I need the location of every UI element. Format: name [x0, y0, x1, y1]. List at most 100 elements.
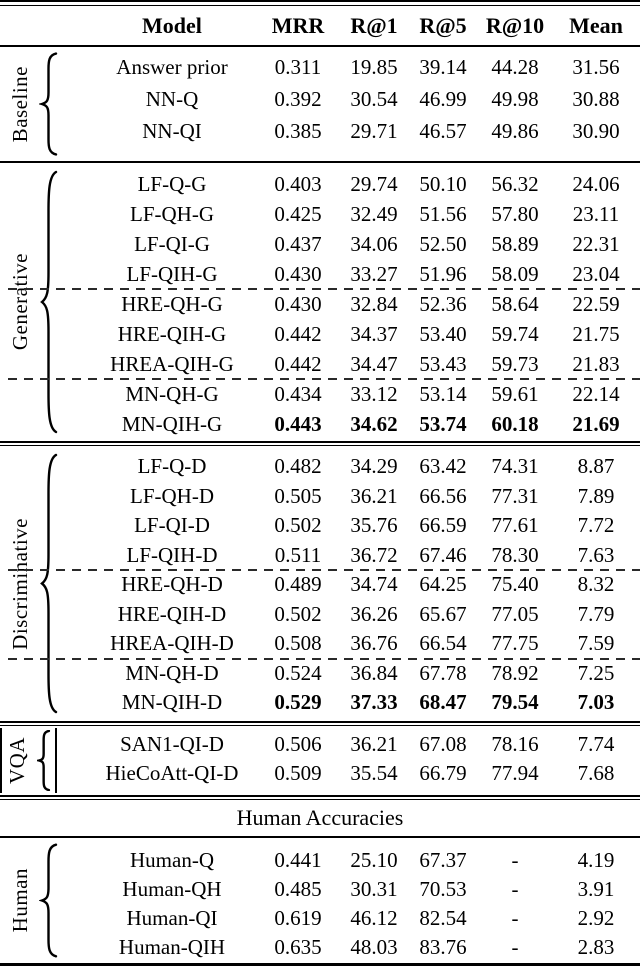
- table-row: LF-QIH-D 0.511 36.72 67.46 78.30 7.63: [0, 541, 640, 571]
- cell-value: 0.403: [274, 171, 322, 196]
- cell-model: NN-QI: [142, 118, 202, 143]
- table-row: HREA-QIH-G 0.442 34.47 53.43 59.73 21.83: [0, 349, 640, 379]
- cell-value: 0.619: [274, 906, 322, 930]
- curly-brace: [39, 168, 59, 436]
- cell-value: 33.27: [350, 261, 398, 286]
- group-vqa: VQA SAN1-QI-D 0.506 36.21 67.08 78.16 7.74 HieC…: [0, 726, 640, 795]
- cell-value: 7.68: [577, 761, 615, 785]
- group-label-text: Discriminative: [7, 517, 32, 650]
- table-row: HRE-QH-G 0.430 32.84 52.36 58.64 22.59: [0, 289, 640, 319]
- cell-value: 7.59: [577, 631, 615, 656]
- cell-value: 35.54: [350, 761, 398, 785]
- curly-brace: [39, 451, 59, 716]
- cell-value: 82.54: [419, 906, 467, 930]
- group-discriminative: Discriminative LF-Q-D 0.482 34.29 63.42 74.31…: [0, 446, 640, 721]
- dashed-line: [8, 569, 640, 571]
- cell-value: 59.74: [491, 321, 539, 346]
- cell-value: 46.12: [350, 906, 398, 930]
- dashed-line: [8, 378, 640, 380]
- cell-value: 46.99: [419, 86, 467, 111]
- cell-model: Human-QI: [126, 906, 218, 930]
- cell-value: 0.425: [274, 201, 322, 226]
- cell-value: 66.59: [419, 513, 467, 538]
- cell-value: 56.32: [491, 171, 539, 196]
- cell-value: 7.74: [577, 732, 615, 756]
- table-row: LF-QH-D 0.505 36.21 66.56 77.31 7.89: [0, 482, 640, 512]
- cell-value: 67.46: [419, 542, 467, 567]
- cell-value: 52.50: [419, 231, 467, 256]
- cell-model: HRE-QH-G: [121, 291, 223, 316]
- cell-value: 36.72: [350, 542, 398, 567]
- column-header-mrr: MRR: [271, 12, 325, 38]
- cell-value: 22.14: [572, 381, 620, 406]
- cell-value: 34.37: [350, 321, 398, 346]
- cell-value: 79.54: [491, 690, 539, 715]
- cell-value: 0.441: [274, 848, 322, 872]
- cell-model: MN-QIH-D: [121, 690, 223, 715]
- table-row: SAN1-QI-D 0.506 36.21 67.08 78.16 7.74: [0, 730, 640, 759]
- table-row: NN-Q 0.392 30.54 46.99 49.98 30.88: [0, 83, 640, 115]
- group-generative: Generative LF-Q-G 0.403 29.74 50.10 56.32 24.0…: [0, 163, 640, 441]
- dashed-line: [8, 288, 640, 290]
- cell-value: 0.524: [274, 660, 322, 685]
- cell-value: 7.79: [577, 601, 615, 626]
- cell-value: 53.40: [419, 321, 467, 346]
- cell-value: 0.430: [274, 291, 322, 316]
- cell-value: 0.437: [274, 231, 322, 256]
- cell-value: 29.71: [350, 118, 398, 143]
- cell-model: LF-QI-G: [134, 231, 210, 256]
- cell-value: 31.56: [572, 54, 620, 79]
- curly-brace: [39, 843, 59, 958]
- table-row: HRE-QIH-D 0.502 36.26 65.67 77.05 7.79: [0, 600, 640, 630]
- cell-value: 23.04: [572, 261, 620, 286]
- cell-model: LF-QI-D: [134, 513, 210, 538]
- cell-value: 7.72: [577, 513, 615, 538]
- cell-value: 0.443: [274, 411, 322, 436]
- section-banner: Human Accuracies: [236, 805, 404, 830]
- cell-value: 25.10: [350, 848, 398, 872]
- cell-value: 36.26: [350, 601, 398, 626]
- group-human: Human Human-Q 0.441 25.10 67.37 - 4.19 Human-QH…: [0, 838, 640, 963]
- horizontal-rule: [0, 161, 640, 163]
- cell-model: LF-QIH-D: [126, 542, 218, 567]
- cell-value: 32.84: [350, 291, 398, 316]
- cell-model: Human-QIH: [118, 935, 226, 959]
- cell-model: MN-QIH-G: [121, 411, 223, 436]
- cell-value: 53.14: [419, 381, 467, 406]
- cell-model: MN-QH-D: [125, 660, 219, 685]
- cell-value: 24.06: [572, 171, 620, 196]
- table-row: Human-Q 0.441 25.10 67.37 - 4.19: [0, 846, 640, 875]
- cell-value: 66.79: [419, 761, 467, 785]
- group-label-text: Human: [7, 868, 32, 933]
- cell-value: 4.19: [577, 848, 615, 872]
- cell-value: 22.31: [572, 231, 620, 256]
- cell-value: 67.37: [419, 848, 467, 872]
- table-row: Human-QH 0.485 30.31 70.53 - 3.91: [0, 875, 640, 904]
- dashed-line: [8, 657, 640, 660]
- vertical-tick: [0, 728, 2, 793]
- cell-value: 2.92: [577, 906, 615, 930]
- cell-value: 33.12: [350, 381, 398, 406]
- cell-value: 49.86: [491, 118, 539, 143]
- table-row: Human-QIH 0.635 48.03 83.76 - 2.83: [0, 933, 640, 962]
- cell-value: 68.47: [419, 690, 467, 715]
- cell-value: 30.88: [572, 86, 620, 111]
- cell-model: NN-Q: [145, 86, 199, 111]
- cell-model: HREA-QIH-G: [110, 351, 234, 376]
- cell-model: Human-Q: [130, 848, 214, 872]
- cell-value: 77.31: [491, 483, 539, 508]
- column-header-r-5: R@5: [419, 12, 467, 38]
- table-row: MN-QH-D 0.524 36.84 67.78 78.92 7.25: [0, 659, 640, 689]
- cell-value: 8.32: [577, 572, 615, 597]
- cell-value: 30.31: [350, 877, 398, 901]
- cell-value: 58.09: [491, 261, 539, 286]
- cell-model: HRE-QIH-G: [117, 321, 227, 346]
- cell-value: 0.392: [274, 86, 322, 111]
- cell-value: 74.31: [491, 454, 539, 479]
- cell-value: 78.92: [491, 660, 539, 685]
- cell-value: 0.430: [274, 261, 322, 286]
- cell-model: LF-QH-G: [130, 201, 214, 226]
- cell-value: 2.83: [577, 935, 615, 959]
- horizontal-rule: [0, 795, 640, 800]
- column-header-model: Model: [142, 12, 202, 38]
